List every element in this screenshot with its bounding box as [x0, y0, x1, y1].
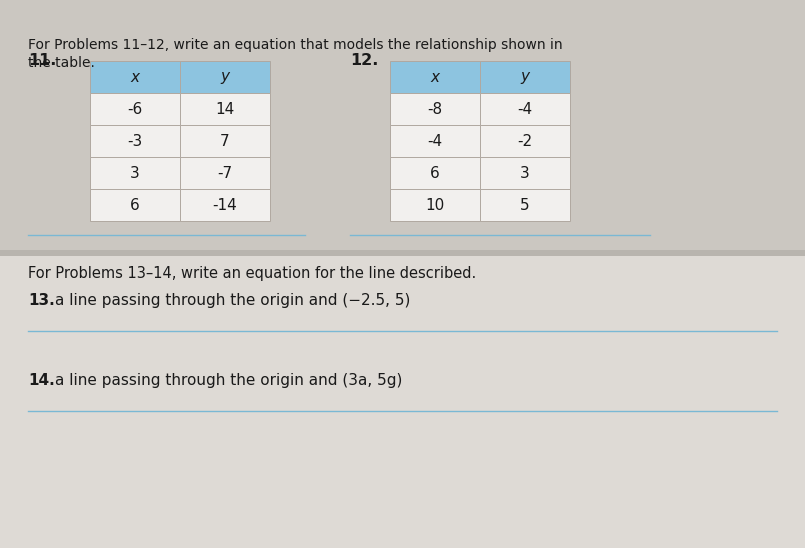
Text: 12.: 12.: [350, 53, 378, 68]
Bar: [0, 0, 805, 253]
Text: For Problems 13–14, write an equation for the line described.: For Problems 13–14, write an equation fo…: [28, 266, 477, 281]
Text: 3: 3: [130, 165, 140, 180]
Text: 14: 14: [216, 101, 234, 117]
Text: y: y: [521, 70, 530, 84]
Bar: [480, 157, 570, 189]
Bar: [390, 157, 480, 189]
Bar: [0, 250, 805, 256]
Bar: [480, 125, 570, 157]
Text: 11.: 11.: [28, 53, 56, 68]
Text: x: x: [130, 70, 139, 84]
Text: a line passing through the origin and (3a, 5g): a line passing through the origin and (3…: [55, 373, 402, 388]
Bar: [0, 253, 805, 548]
Text: y: y: [221, 70, 229, 84]
Text: -3: -3: [127, 134, 142, 149]
Text: the table.: the table.: [28, 56, 95, 70]
Bar: [390, 125, 480, 157]
Text: 7: 7: [221, 134, 229, 149]
Bar: [90, 189, 180, 221]
Bar: [480, 61, 570, 93]
Bar: [480, 189, 570, 221]
Bar: [180, 61, 270, 93]
Text: 6: 6: [430, 165, 440, 180]
Text: -6: -6: [127, 101, 142, 117]
Bar: [180, 125, 270, 157]
Text: -4: -4: [518, 101, 533, 117]
Text: 13.: 13.: [28, 293, 55, 308]
Text: -4: -4: [427, 134, 443, 149]
Text: For Problems 11–12, write an equation that models the relationship shown in: For Problems 11–12, write an equation th…: [28, 38, 563, 52]
Bar: [90, 61, 180, 93]
Text: -2: -2: [518, 134, 533, 149]
Bar: [90, 125, 180, 157]
Text: -8: -8: [427, 101, 443, 117]
Text: -14: -14: [213, 197, 237, 213]
Text: -7: -7: [217, 165, 233, 180]
Bar: [390, 189, 480, 221]
Text: 10: 10: [425, 197, 444, 213]
Bar: [390, 61, 480, 93]
Text: 6: 6: [130, 197, 140, 213]
Bar: [90, 93, 180, 125]
Text: a line passing through the origin and (−2.5, 5): a line passing through the origin and (−…: [55, 293, 411, 308]
Text: 14.: 14.: [28, 373, 55, 388]
Bar: [390, 93, 480, 125]
Bar: [180, 189, 270, 221]
Text: x: x: [431, 70, 440, 84]
Bar: [180, 93, 270, 125]
Text: 3: 3: [520, 165, 530, 180]
Bar: [90, 157, 180, 189]
Bar: [480, 93, 570, 125]
Bar: [180, 157, 270, 189]
Text: 5: 5: [520, 197, 530, 213]
